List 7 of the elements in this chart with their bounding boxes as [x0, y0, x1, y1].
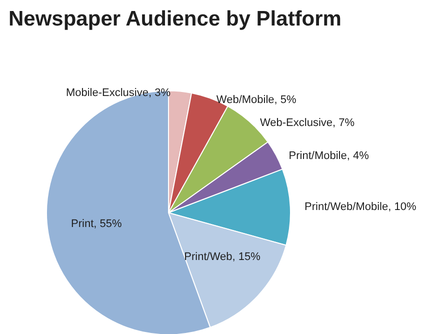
chart-title: Newspaper Audience by Platform — [8, 8, 342, 30]
slice-label: Print/Web/Mobile, 10% — [304, 201, 416, 214]
slice-label: Print/Mobile, 4% — [288, 150, 370, 162]
slice-label: Web-Exclusive, 7% — [260, 117, 355, 130]
slice-label: Web/Mobile, 5% — [216, 94, 297, 106]
slice-label: Print/Web, 15% — [184, 251, 261, 264]
slice-label: Print, 55% — [71, 218, 122, 230]
